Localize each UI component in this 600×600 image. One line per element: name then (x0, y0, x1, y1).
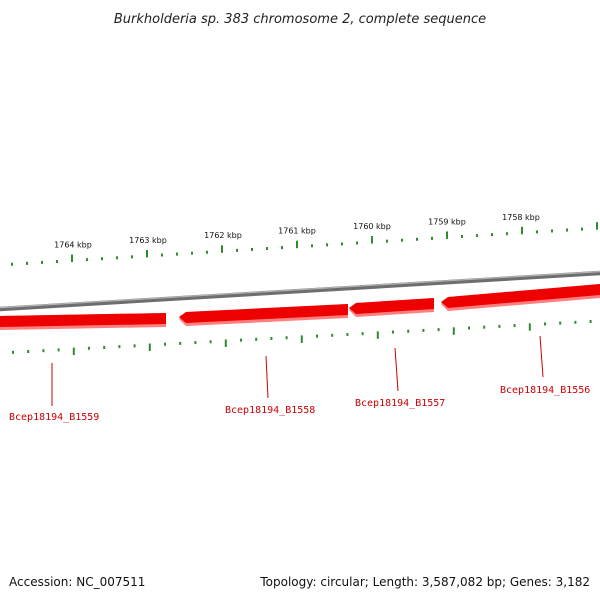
backbone-highlight (0, 271, 600, 309)
outer-tick-track (11, 222, 598, 266)
gene-bcep18194-b1559[interactable] (0, 313, 166, 330)
inner-tick-track (12, 320, 592, 356)
gene-bcep18194-b1556[interactable] (441, 284, 600, 311)
gene-label-b1559[interactable]: Bcep18194_B1559 (9, 412, 99, 423)
gene-label-b1556[interactable]: Bcep18194_B1556 (500, 385, 590, 396)
tick-label: 1759 kbp (428, 217, 466, 226)
tick-label: 1760 kbp (353, 222, 391, 231)
accession-text: Accession: NC_007511 (9, 575, 145, 589)
leader-line-b1558 (265, 355, 269, 399)
tick-labels: 1764 kbp 1763 kbp 1762 kbp 1761 kbp 1760 kbp… (54, 213, 540, 250)
tick-label: 1763 kbp (129, 236, 167, 245)
gene-label-b1558[interactable]: Bcep18194_B1558 (225, 405, 315, 416)
tick-label: 1762 kbp (204, 231, 242, 240)
topology-summary: Topology: circular; Length: 3,587,082 bp… (259, 575, 590, 589)
chromosome-backbone (0, 270, 600, 312)
map-title: Burkholderia sp. 383 chromosome 2, compl… (114, 12, 486, 27)
gene-bcep18194-b1558[interactable] (179, 304, 348, 326)
leader-line-b1556 (539, 335, 544, 378)
tick-label: 1761 kbp (278, 227, 316, 236)
gene-label-b1557[interactable]: Bcep18194_B1557 (355, 398, 445, 409)
gene-bcep18194-b1557[interactable] (349, 298, 434, 317)
tick-label: 1764 kbp (54, 240, 92, 249)
leader-line-b1557 (394, 347, 399, 392)
tick-label: 1758 kbp (502, 213, 540, 222)
